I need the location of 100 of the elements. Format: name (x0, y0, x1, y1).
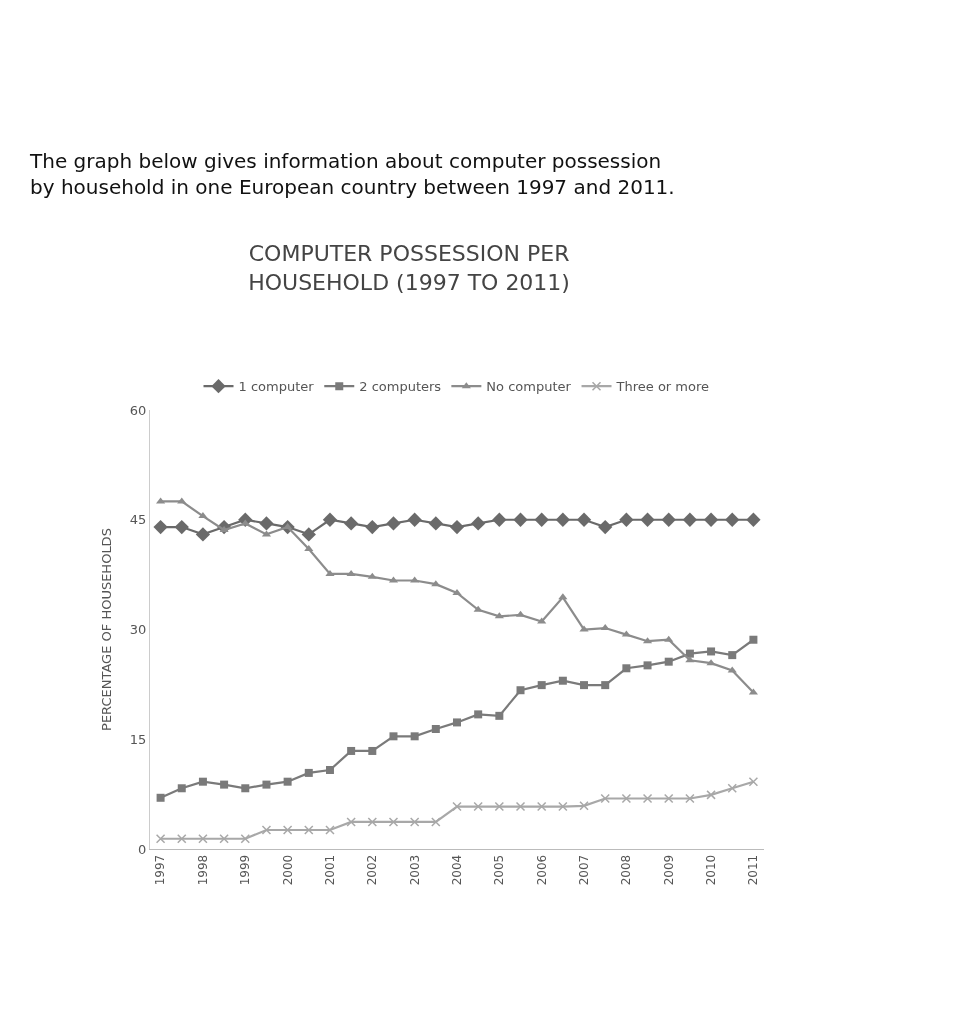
y-tick-label: 30 (129, 622, 147, 638)
y-tick-label: 0 (138, 841, 147, 857)
point (536, 801, 547, 812)
point (579, 625, 589, 632)
point (410, 732, 419, 741)
x-tick-label: 2011 (746, 854, 761, 886)
point (219, 834, 229, 844)
point (240, 834, 251, 844)
x-tick-label: 2006 (534, 854, 549, 886)
x-tick-label: 1997 (153, 854, 168, 886)
point (177, 784, 186, 793)
point (537, 681, 546, 690)
point (177, 834, 187, 844)
point (473, 605, 483, 612)
point (749, 635, 758, 644)
y-tick-label: 60 (129, 402, 147, 418)
point (198, 777, 207, 786)
point (495, 711, 504, 720)
legend-label: 2 computers (359, 379, 442, 395)
x-tick-label: 2004 (449, 854, 464, 886)
point (365, 519, 380, 535)
point (304, 825, 314, 835)
point (195, 527, 211, 542)
point (261, 825, 272, 835)
point (555, 512, 571, 527)
point (304, 545, 314, 552)
point (325, 569, 335, 576)
point (283, 777, 292, 786)
x-tick-label: 1998 (195, 854, 210, 886)
point (474, 710, 483, 719)
point (598, 519, 613, 535)
legend-label: No computer (486, 379, 572, 395)
x-tick-label: 2001 (322, 854, 337, 886)
point (580, 681, 589, 690)
point (600, 793, 610, 804)
point (367, 817, 378, 827)
point (389, 732, 398, 741)
point (407, 512, 422, 527)
point (453, 718, 461, 727)
point (174, 519, 189, 535)
point (325, 765, 334, 774)
point (409, 817, 420, 827)
point (728, 651, 737, 660)
point (259, 516, 274, 531)
point (515, 801, 526, 812)
point (471, 516, 486, 531)
y-axis-title: PERCENTAGE OF HOUSEHOLDS (98, 528, 114, 731)
x-tick-label: 2008 (619, 854, 634, 886)
point (576, 512, 592, 527)
point (516, 686, 525, 695)
point (198, 512, 208, 519)
point (452, 801, 462, 812)
x-tick-label: 1999 (238, 854, 253, 886)
point (431, 725, 440, 734)
point (220, 780, 229, 789)
point (282, 825, 293, 835)
point (346, 569, 356, 576)
text: The graph below gives information about computer possession by household in one European country between 1997 and 2011. (29, 149, 675, 199)
x-tick-label: 2005 (492, 854, 507, 886)
point (664, 635, 674, 642)
point (682, 512, 698, 527)
point (153, 519, 168, 535)
point (431, 817, 441, 827)
point (663, 793, 674, 804)
point (449, 519, 465, 535)
point (621, 793, 632, 804)
point (579, 801, 589, 811)
point (746, 512, 761, 527)
point (473, 801, 483, 812)
point (643, 661, 652, 670)
point (703, 512, 719, 527)
point (534, 512, 549, 527)
point (367, 572, 377, 579)
point (706, 659, 716, 666)
x-tick-label: 2000 (280, 854, 295, 886)
point (388, 817, 399, 827)
point (301, 527, 316, 542)
point (322, 512, 338, 527)
point (428, 516, 443, 531)
legend-label: 1 computer (238, 379, 315, 395)
point (619, 512, 634, 527)
point (325, 825, 335, 835)
point (664, 657, 673, 666)
point (347, 746, 356, 755)
point (494, 801, 505, 812)
chart-title: COMPUTER POSSESSION PER HOUSEHOLD (1997 TO 2011) (248, 241, 570, 295)
point (707, 647, 716, 656)
point (661, 512, 676, 527)
point (725, 512, 740, 527)
point (346, 817, 356, 827)
point (622, 664, 631, 673)
point (431, 580, 441, 587)
point (727, 783, 737, 794)
x-tick-label: 2010 (703, 854, 718, 886)
point (156, 793, 165, 802)
point (642, 793, 653, 804)
x-tick-label: 2002 (365, 854, 380, 886)
point (621, 630, 631, 637)
legend-label: Three or more (615, 379, 709, 395)
point (640, 512, 655, 527)
